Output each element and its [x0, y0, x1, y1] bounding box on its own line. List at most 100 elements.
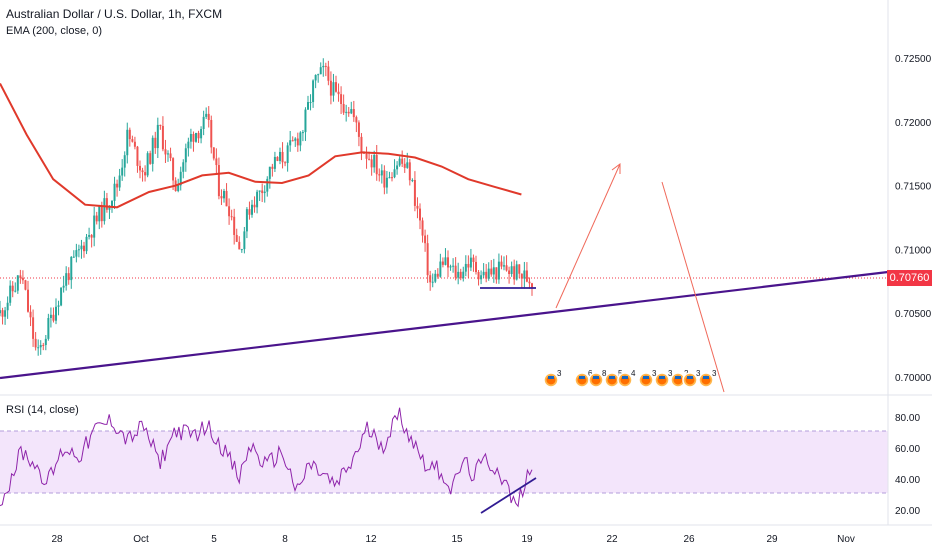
candle [44, 335, 47, 351]
candle [322, 58, 325, 77]
flag-event-icon[interactable]: 3 [654, 369, 673, 388]
candle [123, 151, 126, 177]
candle [4, 306, 7, 325]
candle [121, 159, 124, 181]
flag-event-icon[interactable]: 3 [682, 369, 701, 388]
candle [161, 116, 164, 152]
candle [319, 62, 322, 75]
candle [141, 167, 144, 182]
projection-down-line[interactable] [661, 181, 725, 393]
time-tick-label: 22 [606, 534, 618, 545]
candle [205, 107, 208, 120]
candle [342, 94, 345, 115]
candle [444, 248, 447, 266]
candle [459, 268, 462, 281]
candle [90, 234, 93, 248]
candle [27, 280, 29, 313]
candle [85, 233, 88, 255]
candle [179, 166, 182, 191]
candle [261, 183, 264, 203]
rsi-tick-label: 80.00 [895, 413, 920, 424]
flag-event-icon[interactable]: 8 [588, 369, 607, 388]
candle [281, 142, 284, 169]
candle [93, 206, 96, 247]
candle [172, 157, 175, 190]
candle [416, 197, 419, 219]
candle [510, 261, 513, 277]
time-tick-label: Nov [837, 534, 855, 545]
candle [238, 236, 241, 250]
candle [225, 183, 228, 207]
candle [139, 160, 141, 179]
candle [98, 204, 101, 230]
candle [503, 256, 505, 271]
candle [352, 100, 355, 122]
candle [235, 228, 238, 243]
candle [357, 120, 360, 147]
candle [167, 150, 169, 162]
flag-event-icon[interactable]: 3 [698, 369, 717, 388]
flag-event-icon[interactable]: 6 [574, 369, 593, 388]
trendline[interactable] [0, 270, 889, 380]
candle [212, 147, 215, 161]
candle [21, 270, 24, 285]
rsi-tick-label: 20.00 [895, 506, 920, 517]
time-tick-label: 5 [211, 534, 217, 545]
candle [217, 157, 220, 200]
candle [518, 264, 521, 279]
candle [228, 198, 231, 225]
candle [452, 258, 455, 273]
candle [380, 164, 383, 184]
candle [95, 211, 98, 225]
flag-event-icon[interactable]: 3 [543, 369, 562, 388]
candle [477, 270, 480, 286]
candle [475, 255, 477, 275]
rsi-divergence-line[interactable] [480, 477, 537, 514]
candle [258, 190, 261, 201]
ema-200-line [0, 83, 522, 209]
candle [347, 107, 350, 117]
candle [77, 244, 80, 258]
candle [413, 171, 416, 212]
candle [294, 137, 297, 147]
candle [57, 300, 60, 316]
candle [118, 168, 121, 191]
rsi-legend[interactable]: RSI (14, close) [6, 404, 79, 416]
candle [375, 145, 378, 181]
candle [253, 196, 256, 213]
candle [469, 248, 472, 272]
candle [1, 307, 4, 325]
projection-up-arrow[interactable] [555, 163, 621, 309]
candle [378, 168, 381, 182]
candle [396, 161, 399, 175]
ema-legend[interactable]: EMA (200, close, 0) [6, 25, 102, 37]
time-tick-label: 19 [521, 534, 533, 545]
rsi-line [0, 407, 533, 508]
candle [508, 266, 511, 284]
candle [462, 266, 465, 282]
candle [528, 277, 531, 289]
candle [449, 264, 452, 271]
price-tick-label: 0.72500 [895, 54, 932, 65]
candle [128, 127, 131, 147]
candle [485, 263, 488, 283]
time-tick-label: 28 [51, 534, 63, 545]
candle [289, 130, 292, 152]
candle [337, 83, 340, 102]
flag-event-icon[interactable]: 4 [617, 369, 636, 388]
candle [398, 156, 401, 167]
candle [520, 273, 523, 288]
candle [55, 298, 57, 325]
candle [113, 176, 116, 209]
economic-events[interactable]: 3685433233 [543, 369, 717, 388]
candle [436, 268, 439, 279]
candle [146, 151, 149, 178]
time-tick-label: 15 [451, 534, 463, 545]
candle [419, 203, 421, 230]
time-tick-label: 26 [683, 534, 695, 545]
candle [317, 73, 320, 83]
flag-event-icon[interactable]: 3 [638, 369, 657, 388]
price-tick-label: 0.71500 [895, 182, 932, 193]
candle [327, 60, 330, 86]
